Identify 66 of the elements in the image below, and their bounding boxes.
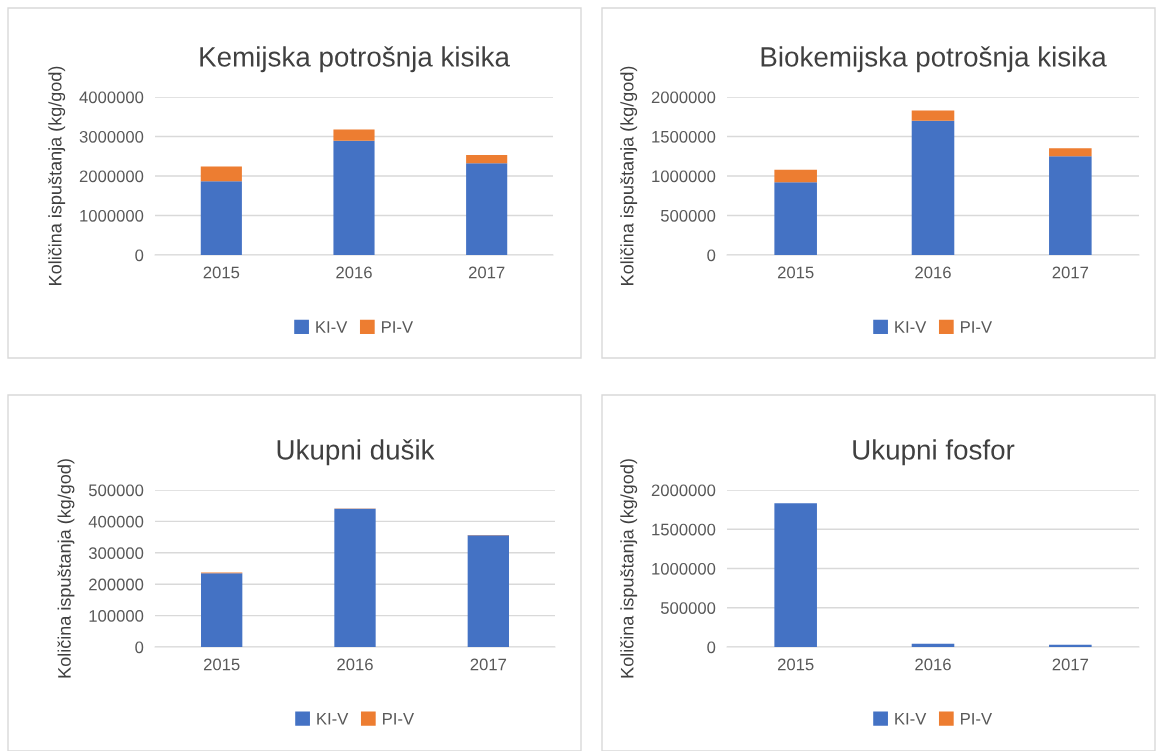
y-tick-label: 500000: [88, 484, 144, 497]
chart-title: Ukupni fosfor: [853, 439, 1015, 466]
x-tick-label: 2015: [777, 266, 814, 279]
y-axis-title: Količina ispuštanja (kg/god): [620, 459, 638, 678]
x-tick-label: 2016: [915, 266, 951, 279]
bar: [333, 129, 375, 141]
y-tick-label: 0: [135, 249, 144, 262]
bar: [334, 508, 376, 647]
x-tick-label: 2015: [203, 266, 240, 279]
y-tick-label: 400000: [88, 515, 144, 528]
chart-title: Kemijska potrošnja kisika: [200, 46, 510, 73]
chart-title: Ukupni dušik: [277, 439, 435, 466]
y-axis-title: Količina ispuštanja (kg/god): [57, 459, 75, 678]
x-tick-label: 2016: [915, 658, 951, 671]
y-tick-label: 300000: [88, 547, 144, 559]
y-tick-label: 2000000: [79, 170, 144, 183]
x-tick-label: 2017: [470, 658, 507, 671]
bar: [911, 643, 955, 647]
y-tick-label: 4000000: [79, 91, 144, 104]
x-tick-label: 2017: [1052, 266, 1089, 279]
legend-label: KI-V: [317, 712, 349, 725]
y-tick-label: 0: [707, 641, 716, 654]
bar: [1049, 156, 1092, 255]
y-tick-label: 2000000: [651, 91, 716, 104]
y-tick-label: 500000: [660, 602, 716, 614]
legend-label: KI-V: [895, 712, 927, 725]
bar: [466, 163, 508, 255]
y-tick-label: 1500000: [652, 130, 716, 143]
x-tick-label: 2015: [777, 658, 814, 671]
bar: [200, 166, 242, 182]
legend-label: KI-V: [895, 321, 927, 333]
bar: [200, 181, 242, 255]
y-tick-label: 1000000: [652, 170, 716, 183]
y-tick-label: 200000: [89, 578, 144, 591]
bar: [911, 110, 955, 121]
bar: [467, 535, 509, 647]
bar: [911, 120, 955, 255]
legend-label: PI-V: [382, 321, 414, 333]
y-axis-title: Količina ispuštanja (kg/god): [620, 66, 638, 285]
y-tick-label: 100000: [89, 610, 144, 622]
x-tick-label: 2016: [337, 658, 373, 671]
chart-title: Biokemijska potrošnja kisika: [761, 46, 1107, 73]
x-tick-label: 2017: [1052, 658, 1089, 671]
legend-label: PI-V: [961, 321, 993, 333]
y-tick-label: 0: [135, 641, 144, 654]
bar: [1049, 148, 1092, 157]
x-tick-label: 2016: [336, 266, 372, 279]
y-axis-title: Količina ispuštanja (kg/god): [48, 66, 66, 285]
bar: [774, 169, 817, 183]
y-tick-label: 3000000: [79, 130, 144, 143]
y-tick-label: 1000000: [80, 209, 144, 222]
y-tick-label: 0: [707, 249, 716, 262]
bar: [774, 182, 817, 255]
y-tick-label: 1500000: [652, 523, 716, 536]
x-tick-label: 2015: [203, 658, 240, 671]
bar: [466, 155, 508, 164]
y-tick-label: 2000000: [651, 484, 716, 497]
bar: [333, 140, 375, 255]
bar: [774, 503, 817, 647]
legend-label: PI-V: [961, 712, 993, 725]
y-tick-label: 500000: [660, 209, 716, 222]
y-tick-label: 1000000: [652, 562, 716, 575]
legend-label: PI-V: [383, 712, 415, 725]
legend-label: KI-V: [316, 321, 348, 333]
x-tick-label: 2017: [468, 266, 505, 279]
bar: [201, 573, 243, 647]
